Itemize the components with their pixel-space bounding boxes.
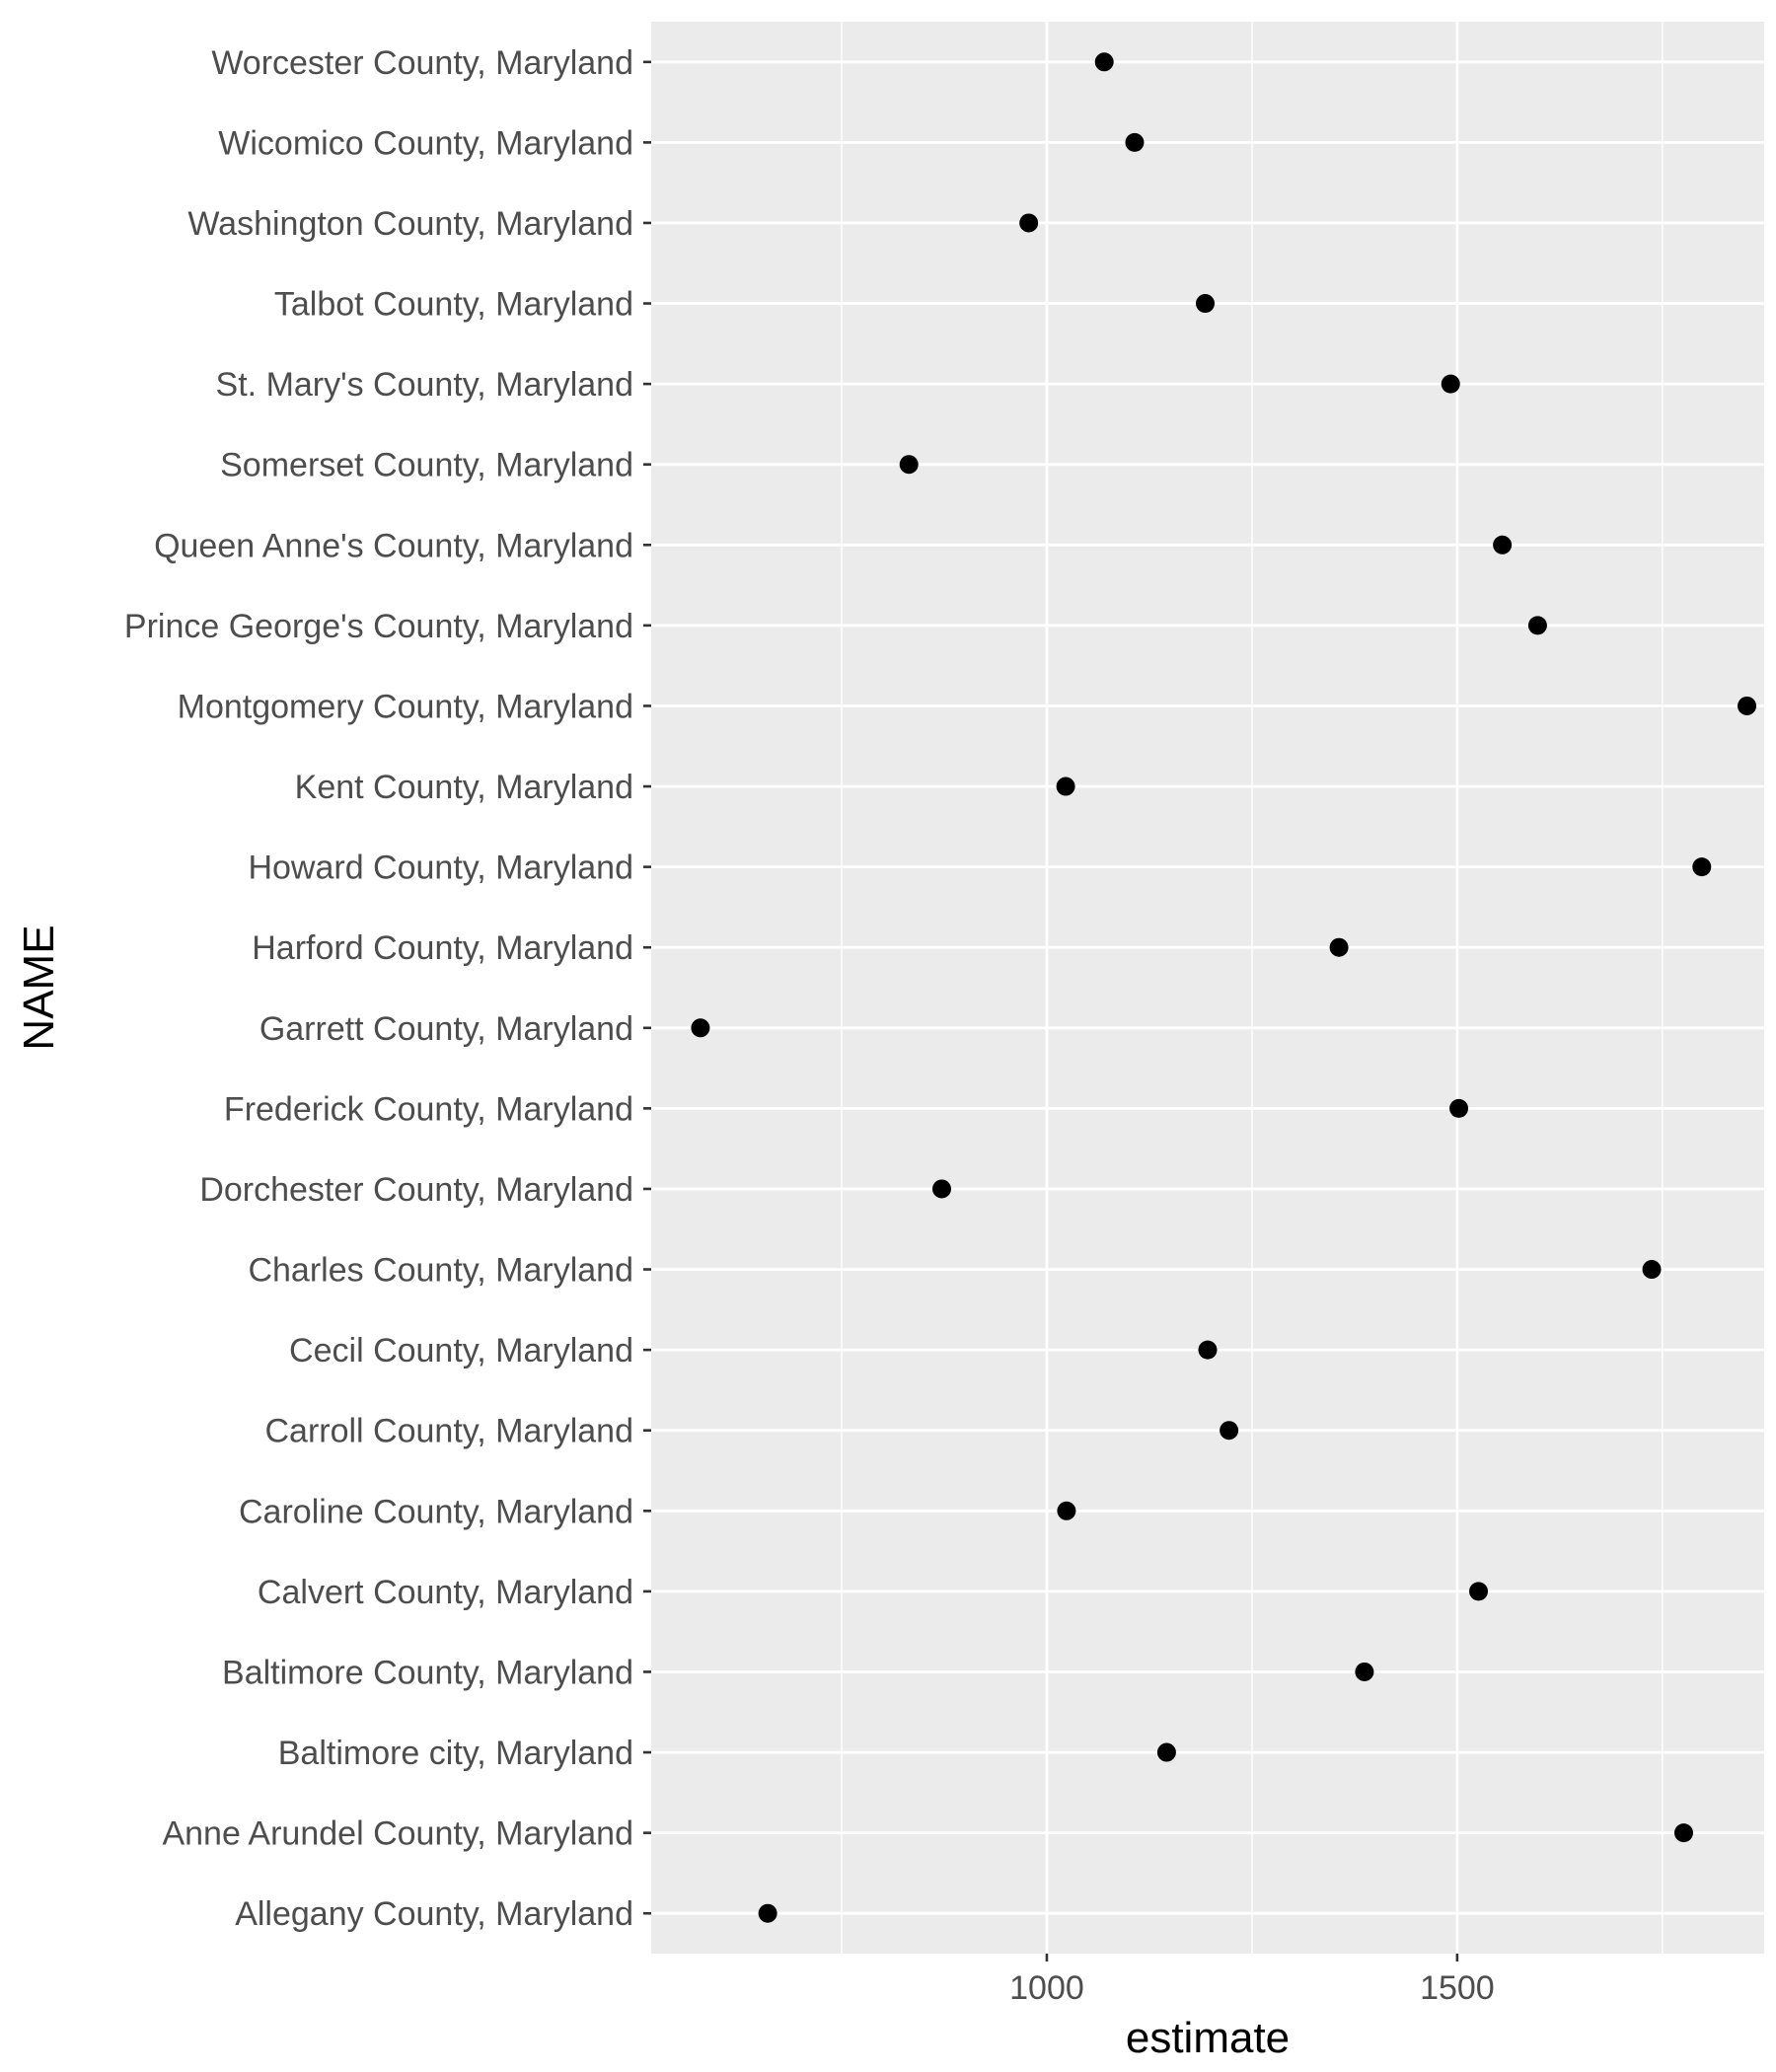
x-tick-label: 1000 bbox=[1009, 1969, 1084, 2007]
data-point bbox=[1196, 294, 1216, 314]
y-tick-label: Worcester County, Maryland bbox=[211, 44, 633, 82]
major-gridlines bbox=[651, 22, 1764, 1954]
data-point bbox=[1056, 777, 1075, 796]
x-axis: 1000 1500 bbox=[1009, 1954, 1495, 2007]
data-point bbox=[1493, 535, 1513, 555]
y-tick-label: Allegany County, Maryland bbox=[235, 1895, 633, 1933]
y-tick-label: Cecil County, Maryland bbox=[289, 1332, 633, 1369]
data-point bbox=[1125, 132, 1145, 152]
y-tick-label: Somerset County, Maryland bbox=[220, 447, 633, 484]
data-point bbox=[1441, 374, 1460, 394]
y-tick-label: Harford County, Maryland bbox=[252, 929, 633, 967]
data-point bbox=[1019, 213, 1039, 233]
data-point bbox=[1738, 696, 1757, 715]
data-points bbox=[691, 52, 1757, 1923]
y-tick-label: Charles County, Maryland bbox=[248, 1252, 633, 1290]
y-tick-label: Washington County, Maryland bbox=[187, 205, 633, 243]
data-point bbox=[1673, 1823, 1693, 1843]
data-point bbox=[931, 1179, 951, 1199]
y-tick-label: Dorchester County, Maryland bbox=[199, 1171, 633, 1209]
y-tick-label: Caroline County, Maryland bbox=[239, 1493, 633, 1530]
data-point bbox=[1469, 1582, 1489, 1601]
data-point bbox=[899, 455, 919, 475]
y-tick-label: Prince George's County, Maryland bbox=[124, 608, 633, 645]
x-axis-title: estimate bbox=[1126, 2014, 1290, 2062]
data-point bbox=[691, 1018, 710, 1038]
minor-gridlines bbox=[841, 22, 1664, 1954]
data-point bbox=[1198, 1340, 1218, 1360]
y-tick-label: Wicomico County, Maryland bbox=[218, 124, 633, 162]
y-tick-label: Calvert County, Maryland bbox=[258, 1574, 633, 1611]
y-axis-title: NAME bbox=[15, 925, 63, 1050]
data-point bbox=[1449, 1098, 1469, 1118]
y-tick-label: Carroll County, Maryland bbox=[264, 1413, 633, 1450]
y-tick-label: Garrett County, Maryland bbox=[259, 1010, 633, 1048]
y-tick-label: Baltimore city, Maryland bbox=[278, 1735, 633, 1772]
y-tick-label: Howard County, Maryland bbox=[248, 850, 633, 887]
y-tick-label: Montgomery County, Maryland bbox=[178, 688, 633, 725]
data-point bbox=[1329, 937, 1349, 957]
y-axis: Allegany County, Maryland Anne Arundel Co… bbox=[124, 44, 651, 1933]
y-tick-label: Frederick County, Maryland bbox=[224, 1090, 633, 1128]
data-point bbox=[758, 1903, 777, 1923]
data-point bbox=[1642, 1260, 1662, 1280]
data-point bbox=[1220, 1421, 1239, 1441]
data-point bbox=[1057, 1501, 1076, 1520]
data-point bbox=[1355, 1662, 1374, 1681]
data-point bbox=[1094, 52, 1114, 72]
data-point bbox=[1692, 857, 1712, 877]
data-point bbox=[1527, 616, 1547, 635]
plot-panel bbox=[651, 22, 1764, 1954]
y-tick-label: Anne Arundel County, Maryland bbox=[162, 1815, 633, 1853]
y-tick-label: St. Mary's County, Maryland bbox=[216, 366, 633, 404]
data-point bbox=[1156, 1742, 1176, 1762]
y-tick-label: Queen Anne's County, Maryland bbox=[154, 527, 633, 564]
y-tick-label: Kent County, Maryland bbox=[295, 769, 633, 806]
x-tick-label: 1500 bbox=[1420, 1969, 1495, 2007]
y-tick-label: Baltimore County, Maryland bbox=[222, 1654, 633, 1691]
y-tick-label: Talbot County, Maryland bbox=[274, 286, 633, 324]
